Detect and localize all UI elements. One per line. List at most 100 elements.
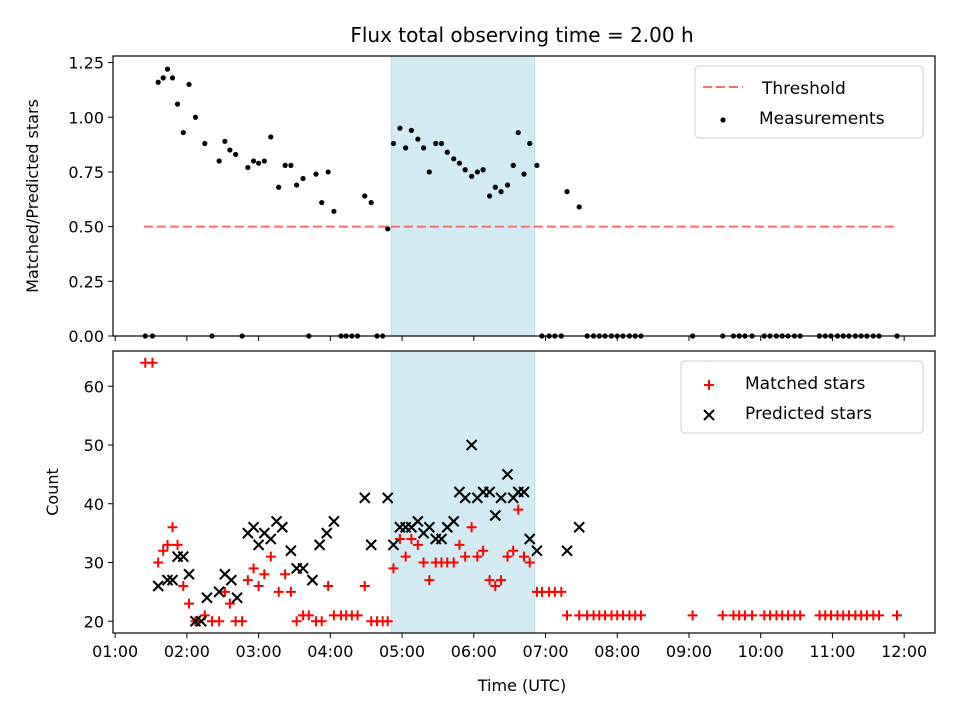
plot-frame	[112, 55, 936, 337]
matched-star-point	[448, 557, 459, 568]
matched-star-point	[242, 575, 253, 586]
x-axis-ticks: 01:00 02:00 03:00 04:00 05:00 06:00 07:00 08:00…	[92, 633, 927, 661]
legend-label: Matched stars	[745, 374, 865, 394]
x-axis-ticks	[114, 336, 905, 341]
measurement-point	[233, 151, 239, 158]
matched-star-point	[394, 534, 405, 544]
matched-star-point	[248, 563, 259, 574]
predicted-star-point	[435, 533, 448, 545]
measurement-point	[261, 158, 267, 164]
measurement-point	[331, 208, 337, 214]
predicted-star-point	[166, 574, 179, 586]
measurement-point	[216, 158, 222, 164]
measurement-point	[462, 167, 468, 173]
predicted-star-point	[459, 492, 471, 504]
predicted-star-point	[297, 562, 309, 575]
matched-star-point	[496, 575, 507, 586]
predicted-star-point	[423, 521, 436, 533]
legend-predicted-swatch	[703, 409, 715, 421]
predicted-star-point	[276, 521, 288, 533]
y-tick-label: 0.25	[68, 272, 104, 291]
predicted-star-point	[321, 527, 333, 539]
measurement-point	[438, 140, 445, 147]
matched-star-point	[323, 581, 334, 591]
matched-star-point	[153, 557, 164, 568]
measurement-point	[160, 75, 166, 81]
measurement-point	[504, 182, 511, 188]
matched-star-point	[280, 569, 291, 580]
measurement-point	[403, 145, 409, 151]
measurement-point	[469, 173, 475, 179]
predicted-star-point	[213, 586, 225, 598]
matched-star-point	[259, 569, 270, 580]
measurement-point	[300, 175, 306, 182]
y-axis-ticks: 0.00 0.25 0.50 0.75 1.00 1.25	[68, 54, 113, 346]
matched-star-point	[388, 563, 399, 574]
measurement-point	[515, 129, 521, 136]
y-tick-label: 40	[84, 495, 104, 514]
predicted-star-point	[489, 509, 502, 522]
predicted-star-point	[382, 492, 394, 504]
y-tick-label: 0.75	[68, 163, 104, 182]
measurement-point	[534, 162, 540, 168]
x-tick-label: 07:00	[522, 642, 568, 661]
predicted-star-point	[201, 592, 213, 604]
x-tick-label: 08:00	[594, 642, 640, 661]
matched-star-point	[524, 557, 535, 568]
y-axis-label: Count	[43, 468, 62, 516]
matched-star-point	[167, 522, 178, 533]
x-tick-label: 09:00	[666, 642, 712, 661]
matched-star-point	[454, 539, 465, 550]
predicted-star-point	[152, 580, 164, 592]
y-axis-label: Matched/Predicted stars	[23, 99, 42, 293]
measurement-point	[368, 199, 374, 206]
y-tick-label: 50	[84, 436, 104, 455]
matched-star-point	[147, 357, 158, 368]
matched-star-point	[556, 586, 567, 597]
y-tick-label: 0.50	[68, 218, 104, 237]
highlight-span	[390, 350, 536, 634]
highlight-span-rect	[390, 55, 536, 337]
measurement-point	[451, 156, 457, 162]
y-tick-label: 30	[84, 554, 104, 573]
matched-star-point	[224, 598, 235, 609]
y-tick-label: 60	[84, 377, 104, 396]
legend: Threshold Measurements	[694, 65, 924, 139]
predicted-star-point	[195, 615, 207, 627]
predicted-star-point	[252, 539, 265, 551]
measurement-point	[480, 167, 486, 173]
highlight-span	[390, 55, 536, 337]
predicted-star-point	[465, 439, 478, 451]
legend-label: Threshold	[761, 79, 846, 99]
matched-star-point	[406, 534, 417, 544]
matched-star-point	[891, 610, 902, 621]
y-axis-ticks: 20 30 40 50 60	[84, 377, 113, 631]
matched-star-point	[382, 616, 393, 627]
measurement-point	[227, 147, 233, 153]
measurement-point	[325, 169, 331, 175]
chart-title: Flux total observing time = 2.00 h	[350, 23, 693, 47]
legend-box	[694, 65, 924, 139]
measurement-point	[319, 199, 325, 206]
measurement-point	[245, 164, 251, 171]
matched-star-point	[502, 551, 513, 562]
matched-star-point	[687, 610, 698, 621]
matched-star-point	[178, 581, 189, 591]
measurement-point	[288, 162, 294, 168]
measurement-point	[192, 114, 199, 120]
measurement-point	[164, 66, 171, 72]
predicted-star-point	[561, 545, 573, 557]
measurement-point	[282, 162, 288, 168]
matched-star-point	[490, 581, 501, 591]
measurement-point	[492, 184, 498, 190]
x-tick-label: 02:00	[164, 642, 210, 661]
predicted-star-point	[501, 468, 514, 481]
predicted-star-point	[387, 539, 400, 551]
measurement-point	[222, 138, 228, 144]
matched-star-point	[162, 539, 173, 550]
x-tick-label: 01:00	[92, 642, 138, 661]
measurement-point	[527, 140, 533, 147]
predicted-star-point	[231, 592, 243, 604]
measurement-point	[408, 127, 414, 133]
